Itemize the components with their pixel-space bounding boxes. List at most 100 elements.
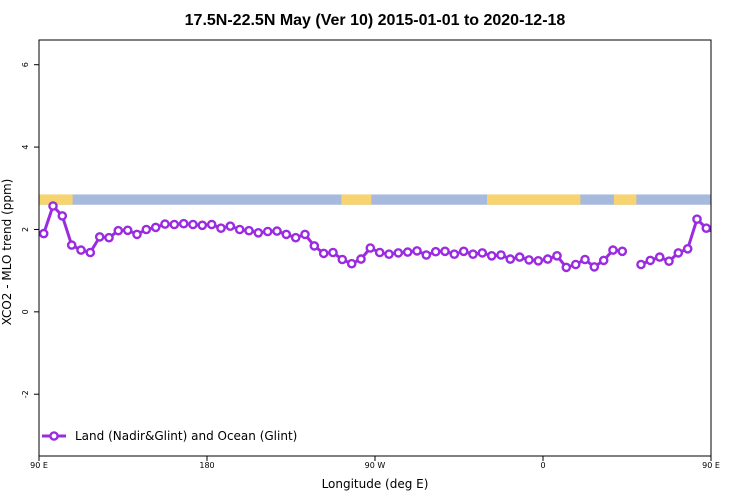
data-point [421, 250, 432, 260]
data-point [514, 252, 525, 262]
data-point [664, 256, 674, 267]
land-segment [613, 194, 637, 205]
y-tick-label: 6 [21, 62, 30, 67]
data-point [160, 219, 170, 229]
data-point [122, 225, 133, 236]
data-point [682, 243, 693, 254]
data-point [731, 212, 738, 219]
legend-entry: Land (Nadir&Glint) and Ocean (Glint) [75, 429, 297, 443]
data-point [94, 232, 105, 242]
data-point [169, 219, 180, 230]
data-point [328, 247, 338, 258]
data-point [272, 226, 282, 236]
data-point [440, 246, 450, 257]
data-point [244, 225, 254, 236]
data-point [356, 254, 366, 264]
data-point [197, 220, 208, 231]
data-point [561, 262, 572, 273]
data-point [608, 245, 618, 255]
data-point [468, 249, 478, 259]
data-point [580, 254, 590, 265]
data-point [496, 250, 506, 260]
data-point [39, 228, 49, 239]
data-point [701, 223, 711, 233]
data-point [206, 219, 217, 230]
data-point [402, 247, 413, 257]
data-point [449, 249, 460, 259]
legend-marker [49, 431, 59, 441]
x-axis-label: Longitude (deg E) [322, 477, 429, 491]
data-point [337, 254, 348, 265]
land-ocean-mask-band [39, 194, 750, 205]
data-point [365, 243, 376, 253]
data-point [486, 250, 497, 261]
data-point [673, 248, 684, 258]
legend: Land (Nadir&Glint) and Ocean (Glint) [42, 429, 297, 443]
series-layer [39, 201, 738, 273]
data-point [318, 248, 329, 259]
data-point [721, 202, 728, 209]
y-tick-label: 4 [21, 145, 30, 150]
land-segment [732, 194, 750, 204]
data-point [76, 245, 86, 255]
data-point [85, 247, 96, 258]
data-point [300, 229, 310, 240]
data-point [430, 246, 441, 257]
data-point [66, 240, 77, 250]
data-point [216, 223, 226, 233]
data-point [589, 262, 600, 272]
data-point [132, 229, 142, 240]
data-point [290, 232, 301, 243]
data-point [654, 252, 665, 262]
data-point [141, 224, 152, 235]
data-point [552, 250, 562, 261]
land-segment [487, 194, 581, 205]
data-point [113, 225, 124, 236]
y-axis: 6 4 2 0 -2 [21, 62, 39, 398]
data-point [692, 214, 702, 224]
data-point [710, 232, 711, 235]
data-point [393, 248, 404, 258]
x-axis: 90 E 180 90 W 0 90 E [30, 456, 720, 470]
data-point [253, 227, 264, 238]
data-point [104, 232, 114, 243]
data-point [281, 229, 292, 240]
data-point [617, 246, 628, 257]
data-point [636, 259, 646, 270]
data-point [225, 221, 236, 231]
data-point [309, 241, 320, 251]
data-point [234, 224, 245, 235]
data-point [178, 218, 189, 229]
data-point [150, 222, 161, 233]
data-point [412, 246, 422, 256]
data-point [188, 219, 198, 230]
data-point [533, 255, 544, 266]
x-tick-label: 90 W [365, 461, 386, 470]
data-point [505, 254, 516, 264]
data-point [477, 248, 488, 258]
data-point [542, 254, 553, 264]
chart-title: 17.5N-22.5N May (Ver 10) 2015-01-01 to 2… [185, 12, 566, 29]
data-point [48, 201, 58, 211]
y-axis-label: XCO2 - MLO trend (ppm) [0, 179, 14, 326]
ocean-band [39, 194, 711, 205]
data-point [346, 258, 357, 269]
data-point [384, 249, 394, 259]
y-tick-label: -2 [21, 390, 30, 398]
x-tick-label: 90 E [702, 461, 720, 470]
data-point [598, 255, 609, 266]
data-point [374, 247, 385, 258]
y-tick-label: 2 [21, 227, 30, 232]
x-tick-label: 90 E [30, 461, 48, 470]
land-segment [341, 194, 372, 205]
data-point [262, 226, 273, 237]
data-point [458, 246, 469, 257]
data-point [524, 255, 534, 265]
data-point [570, 259, 581, 270]
x-tick-label: 180 [199, 461, 214, 470]
x-tick-label: 0 [540, 461, 545, 470]
data-point [57, 211, 68, 221]
data-point [645, 255, 656, 266]
y-tick-label: 0 [21, 309, 30, 314]
